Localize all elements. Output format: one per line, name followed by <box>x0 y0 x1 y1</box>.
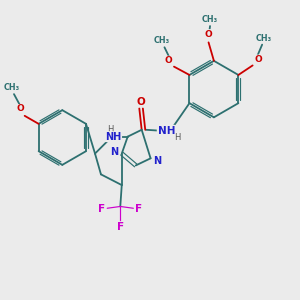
Text: H: H <box>107 125 114 134</box>
Text: CH₃: CH₃ <box>154 36 170 45</box>
Text: O: O <box>136 97 145 107</box>
Text: NH: NH <box>158 126 175 136</box>
Text: NH: NH <box>105 132 122 142</box>
Text: O: O <box>205 30 212 39</box>
Text: N: N <box>110 147 118 157</box>
Text: O: O <box>16 104 24 113</box>
Text: CH₃: CH₃ <box>202 15 218 24</box>
Text: CH₃: CH₃ <box>256 34 272 43</box>
Text: O: O <box>254 55 262 64</box>
Text: F: F <box>135 204 142 214</box>
Text: H: H <box>175 133 181 142</box>
Text: F: F <box>98 204 105 214</box>
Text: N: N <box>153 156 161 166</box>
Text: O: O <box>165 56 172 65</box>
Text: F: F <box>117 222 124 232</box>
Text: CH₃: CH₃ <box>4 83 20 92</box>
